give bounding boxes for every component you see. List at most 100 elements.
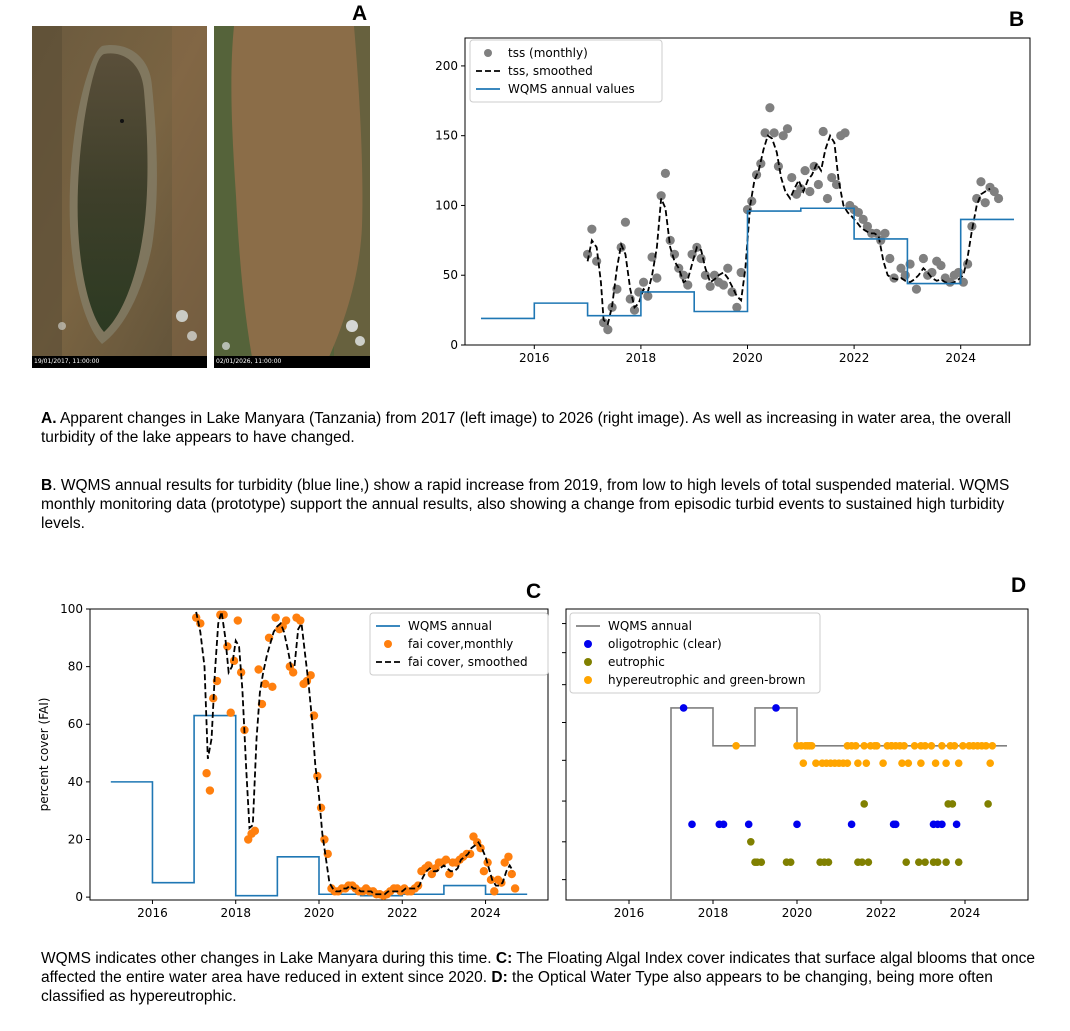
chart-b-series-0-point [778, 131, 788, 141]
chart-c-ytick-label: 0 [75, 890, 83, 904]
chart-c-fai: 2016 2018 2020 2022 2024 0 20 40 60 80 100 percent … [37, 602, 549, 920]
chart-c-series-1-point [281, 616, 291, 625]
caption-b: B. WQMS annual results for turbidity (bl… [41, 476, 1051, 533]
panel-letter-d: D [1011, 574, 1027, 597]
chart-d-series-1-point [679, 704, 688, 712]
chart-d-legend-label: eutrophic [608, 655, 665, 669]
chart-c-series-1-point [490, 887, 499, 896]
chart-d-series-3-point [904, 759, 913, 768]
chart-d-series-3-point [732, 741, 740, 750]
chart-d-legend-marker [584, 658, 592, 666]
caption-b-label: B [41, 477, 53, 494]
chart-c-series-1-point [223, 642, 232, 651]
chart-c-legend-box [369, 612, 549, 676]
chart-b-series-0-point [652, 273, 662, 283]
chart-d-xtick-label: 2018 [698, 906, 729, 920]
chart-d-series-3-point [879, 759, 887, 768]
chart-d-series-2-point [747, 838, 755, 846]
chart-b-ytick-label: 50 [443, 268, 458, 282]
chart-c-ytick-label: 80 [68, 660, 83, 674]
chart-b-ytick-label: 150 [435, 129, 458, 143]
chart-b-series-0-point [638, 277, 649, 287]
chart-d-legend-label: oligotrophic (clear) [608, 637, 722, 651]
chart-d-series-3-point [887, 741, 896, 750]
chart-c-legend-label: fai cover,monthly [408, 637, 513, 651]
chart-d-series-2-point [824, 858, 833, 866]
chart-c-series-1-point [306, 671, 315, 680]
chart-c-xtick-label: 2018 [220, 906, 251, 920]
chart-d-legend-box [569, 612, 821, 694]
chart-b-legend-box [469, 39, 663, 103]
chart-c-series-1-point [261, 679, 270, 689]
chart-c-series-1-point [205, 786, 215, 795]
chart-d-series-3-point [942, 759, 950, 768]
chart-b-series-0-point [683, 280, 693, 290]
satellite-image-2017-graphic [32, 26, 207, 368]
chart-b-series-0-point [765, 103, 775, 113]
chart-c-ytick-label: 100 [60, 602, 83, 616]
chart-c-series-1-point [191, 613, 201, 622]
chart-d-series-3-point [917, 759, 925, 768]
caption-a-label: A. [41, 410, 57, 427]
chart-b-series-0-point [629, 305, 640, 315]
chart-d-series-1-point [772, 704, 780, 712]
chart-c-series-1-point [226, 708, 235, 717]
chart-d-series-3-point [938, 741, 946, 750]
chart-b-series-0-point [885, 253, 895, 264]
chart-d-series-1-point [952, 820, 961, 829]
chart-c-series-smoothed-line [195, 611, 514, 896]
chart-b-series-0-point [598, 318, 609, 328]
chart-d-series-3-point [854, 759, 862, 768]
chart-b-series-0-point [705, 281, 715, 291]
chart-b-series-0-point [660, 168, 671, 178]
chart-d-series-3-point [807, 741, 816, 750]
chart-c-series-1-point [479, 866, 489, 876]
caption-cd-text3: the Optical Water Type also appears to b… [41, 969, 993, 1005]
chart-d-series-3-point [843, 741, 852, 750]
chart-d-series-3-point [862, 759, 871, 768]
chart-c-xtick-label: 2016 [137, 906, 168, 920]
chart-d-series-3-point [799, 759, 808, 768]
chart-b-series-0-point [736, 267, 746, 278]
chart-b-series-0-point [840, 128, 850, 138]
chart-b-series-0-point [858, 214, 868, 225]
chart-c-series-1-point [313, 771, 322, 781]
panel-letter-c: C [526, 580, 542, 603]
chart-b-series-0-point [800, 165, 810, 176]
chart-c-series-1-point [424, 861, 433, 870]
chart-b-xtick-label: 2020 [732, 351, 763, 365]
chart-d-series-annual-line [670, 707, 1007, 900]
chart-d-series-1-point [938, 820, 946, 829]
chart-c-series-1-point [510, 884, 520, 893]
chart-c-series-1-point [233, 616, 243, 625]
chart-c-legend-label: fai cover, smoothed [408, 655, 528, 669]
chart-b-series-0-point [853, 207, 863, 218]
chart-b-series-0-point [723, 263, 733, 273]
chart-b-series-0-point [587, 224, 597, 234]
chart-d-series-2-point [942, 858, 950, 866]
chart-d-series-2-point [902, 858, 910, 866]
chart-b-series-0-point [727, 287, 737, 297]
chart-d-series-2-point [786, 858, 795, 866]
chart-b-legend-label: tss (monthly) [508, 46, 588, 60]
chart-d-series-2-point [864, 858, 873, 866]
caption-a: A. Apparent changes in Lake Manyara (Tan… [41, 409, 1041, 447]
chart-b-series-smoothed-line [586, 133, 991, 326]
chart-d-series-1-point [744, 820, 753, 829]
chart-b-series-0-point [896, 263, 906, 273]
caption-d-label: D: [491, 969, 508, 986]
chart-b-series-0-point [603, 325, 613, 335]
chart-b-series-0-point [732, 302, 742, 312]
chart-d-legend-label: hypereutrophic and green-brown [608, 673, 805, 687]
caption-cd: WQMS indicates other changes in Lake Man… [41, 949, 1041, 1006]
chart-c-series-1-point [486, 875, 496, 885]
chart-c-series-1-point [271, 613, 280, 622]
chart-d-series-3-point [954, 759, 963, 768]
chart-d-legend-marker [584, 676, 592, 684]
chart-b-series-0-point [718, 280, 729, 290]
chart-d-series-1-point [891, 820, 900, 829]
chart-d-series-3-point [910, 741, 919, 750]
chart-d-series-3-point [931, 759, 940, 768]
chart-b-series-0-point [911, 284, 922, 294]
chart-c-xtick-label: 2020 [304, 906, 335, 920]
